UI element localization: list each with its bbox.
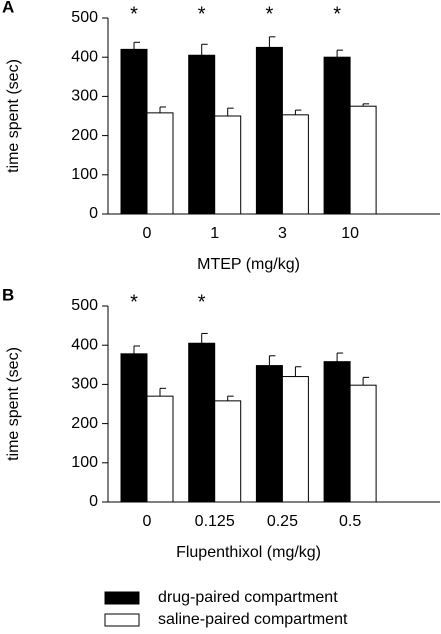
panel-label: A [2, 0, 14, 16]
y-tick-label: 0 [89, 493, 98, 510]
significance-marker: * [333, 3, 341, 25]
y-tick-label: 400 [71, 336, 98, 353]
bar [120, 353, 148, 503]
bar [146, 395, 174, 503]
y-axis-title: time spent (sec) [5, 347, 22, 461]
bar [255, 46, 283, 215]
bar [214, 400, 242, 503]
bar [120, 48, 148, 215]
legend-label: saline-paired compartment [158, 611, 348, 628]
x-tick-label: 10 [341, 225, 359, 242]
bar [323, 361, 351, 503]
y-tick-label: 200 [71, 415, 98, 432]
significance-marker: * [198, 291, 206, 313]
bar [146, 112, 174, 215]
x-tick-label: 0 [143, 225, 152, 242]
y-tick-label: 200 [71, 127, 98, 144]
bar [349, 384, 377, 503]
bar [255, 365, 283, 503]
significance-marker: * [130, 3, 138, 25]
bar [188, 54, 216, 215]
x-tick-label: 0 [143, 513, 152, 530]
x-tick-label: 0.25 [267, 513, 298, 530]
y-tick-label: 0 [89, 205, 98, 222]
bar [214, 115, 242, 215]
bar [281, 376, 309, 503]
x-tick-label: 0.125 [195, 513, 235, 530]
legend-swatch [104, 613, 140, 627]
y-tick-label: 300 [71, 88, 98, 105]
x-axis-title: Flupenthixol (mg/kg) [176, 544, 321, 561]
x-tick-label: 3 [278, 225, 287, 242]
y-tick-label: 100 [71, 454, 98, 471]
significance-marker: * [130, 291, 138, 313]
bar [323, 56, 351, 215]
y-tick-label: 500 [71, 9, 98, 26]
significance-marker: * [198, 3, 206, 25]
y-tick-label: 400 [71, 48, 98, 65]
bar [281, 114, 309, 215]
y-tick-label: 100 [71, 166, 98, 183]
y-tick-label: 300 [71, 376, 98, 393]
x-tick-label: 0.5 [339, 513, 361, 530]
panel-label: B [2, 285, 14, 304]
bar [349, 105, 377, 215]
significance-marker: * [266, 3, 274, 25]
legend-label: drug-paired compartment [158, 589, 338, 606]
x-axis-title: MTEP (mg/kg) [197, 256, 300, 273]
legend-swatch [104, 591, 140, 605]
y-axis-title: time spent (sec) [5, 59, 22, 173]
bar [188, 342, 216, 503]
x-tick-label: 1 [210, 225, 219, 242]
y-tick-label: 500 [71, 297, 98, 314]
